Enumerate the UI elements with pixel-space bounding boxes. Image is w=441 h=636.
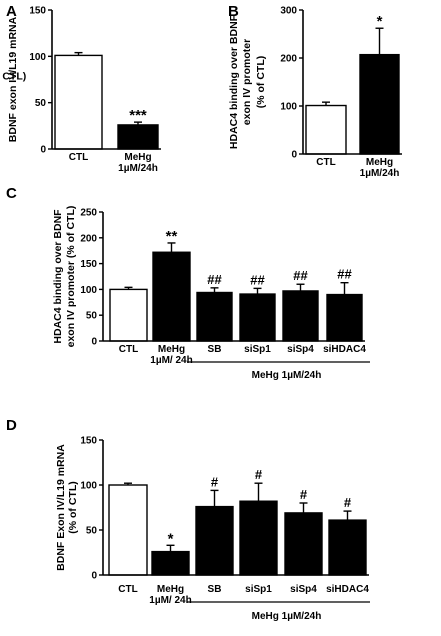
bar [195,505,234,576]
y-tick-label: 50 [35,98,47,109]
y-tick-label: 200 [80,233,97,244]
panel-a: A 0 50 100 150 BDNF exon IV/L19 mRNA(% of CTL… [0,3,161,174]
x-tick-label: CTL [119,344,138,355]
panel-letter: B [228,3,239,20]
y-tick-label: 150 [29,6,46,17]
y-axis-label: HDAC4 binding over BDNF [228,14,240,149]
y-tick-label: 0 [40,145,46,156]
significance-marker: # [344,495,352,510]
panel-letter: D [6,417,17,434]
x-tick-label: siHDAC4 [323,344,366,355]
x-tick-label: MeHg [366,157,393,168]
significance-marker: ## [337,267,352,282]
x-tick-label: MeHg [158,344,185,355]
bar [196,291,233,342]
x-tick-label: CTL [118,584,137,595]
y-tick-label: 300 [280,6,297,17]
group-label: MeHg 1µM/24h [252,370,322,381]
significance-marker: * [377,13,383,30]
y-tick-label: 0 [91,571,97,582]
panel-d: D 0 50 100 150 BDNF Exon IV/L19 mRNA (% of CTL… [6,417,370,622]
x-tick-label: 1µM/ 24h [150,355,192,366]
x-tick-label: SB [208,344,222,355]
bar [359,53,400,155]
significance-marker: ## [293,268,308,283]
x-tick-label: CTL [69,152,88,163]
significance-marker: # [211,474,219,489]
y-tick-label: 50 [86,311,98,322]
x-tick-label: siSp1 [244,344,271,355]
bar [117,124,159,150]
panel-letter: C [6,185,17,202]
bar [152,251,191,342]
bar [326,293,363,342]
y-tick-label: 100 [29,52,46,63]
y-axis-label: (% of CTL) [67,481,79,534]
y-axis-label: exon IV promoter (% of CTL) [65,206,77,348]
x-tick-label: 1µM/24h [118,163,158,174]
y-tick-label: 0 [291,150,297,161]
y-tick-label: 100 [80,481,97,492]
y-tick-label: 200 [280,54,297,65]
bar [54,54,103,150]
bar [282,290,319,342]
x-tick-label: MeHg [157,584,184,595]
panel-b: B 0 100 200 300 HDAC4 binding over BDNF exon I… [228,3,402,179]
y-axis-label: BDNF exon IV/L19 mRNA [7,16,19,142]
x-tick-label: siSp4 [287,344,314,355]
x-tick-label: CTL [316,157,335,168]
significance-marker: *** [129,107,147,124]
y-tick-label: 100 [280,102,297,113]
y-tick-label: 0 [91,337,97,348]
bar [305,104,347,155]
y-axis-label: (% of CTL) [255,56,267,109]
x-tick-label: MeHg [124,152,151,163]
significance-marker: ## [250,272,265,287]
panel-c: C 0 50 100 150 200 250 HDAC4 binding over BDNF e… [6,185,370,381]
significance-marker: ## [207,272,222,287]
x-tick-label: siSp4 [290,584,317,595]
significance-marker: * [168,530,174,547]
x-tick-label: siSp1 [245,584,272,595]
bar [109,288,148,342]
panel-letter: A [6,3,17,20]
y-tick-label: 50 [86,526,98,537]
x-tick-label: 1µM/ 24h [149,595,191,606]
x-tick-label: 1µM/24h [360,168,400,179]
y-tick-label: 150 [80,259,97,270]
x-tick-label: siHDAC4 [326,584,369,595]
y-axis-label: HDAC4 binding over BDNF [52,209,64,344]
bar [151,550,190,576]
y-tick-label: 250 [80,208,97,219]
bar [284,512,323,576]
significance-marker: # [300,487,308,502]
significance-marker: ** [166,228,178,245]
bar [328,519,367,576]
bar [239,500,278,576]
bar [108,484,148,576]
significance-marker: # [255,467,263,482]
y-axis-label: exon IV promoter [241,39,253,125]
x-tick-label: SB [208,584,222,595]
y-axis-label: (% of CTL) [0,71,26,83]
y-tick-label: 100 [80,285,97,296]
group-label: MeHg 1µM/24h [252,611,322,622]
y-tick-label: 150 [80,436,97,447]
y-axis-label: BDNF Exon IV/L19 mRNA [55,444,67,571]
bar [239,293,276,342]
